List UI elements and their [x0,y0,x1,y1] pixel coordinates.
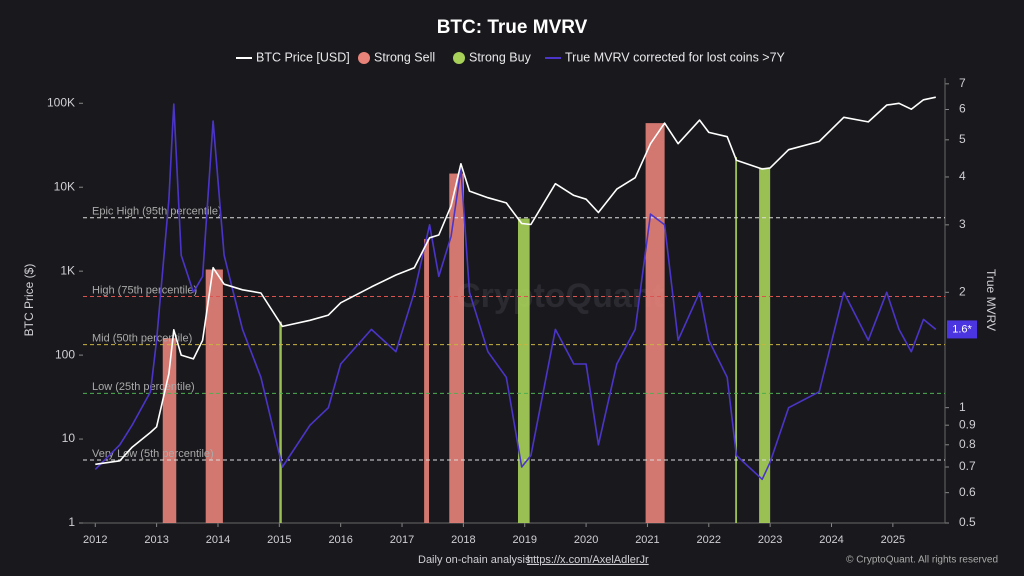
band [759,167,771,523]
reference-label: Epic High (95th percentile) [92,206,222,218]
band [517,218,530,524]
y2-tick-label: 4 [959,169,966,183]
y-tick-label: 10 [62,431,76,445]
y2-tick-label: 0.7 [959,459,976,473]
y2-tick-label: 7 [959,76,966,90]
series-line [95,96,936,466]
legend-swatch [453,52,465,64]
credit: © CryptoQuant. All rights reserved [846,555,998,566]
series-line [94,103,937,481]
footer-link[interactable]: https://x.com/AxelAdlerJr [527,554,649,566]
x-tick-label: 2018 [451,534,475,546]
band [645,123,665,523]
current-tag [947,320,977,339]
chart-title: BTC: True MVRV [437,17,588,38]
band [205,269,223,523]
y-axis-label: BTC Price ($) [22,264,36,337]
x-tick-label: 2012 [83,534,107,546]
legend-swatch [358,52,370,64]
x-tick-label: 2020 [574,534,598,546]
x-tick-label: 2024 [819,534,843,546]
y2-tick-label: 0.5 [959,515,976,529]
x-tick-label: 2025 [881,534,905,546]
y2-tick-label: 0.6 [959,485,976,499]
legend-label: Strong Sell [374,50,435,64]
legend: BTC Price [USD] Strong Sell Strong Buy T… [236,50,786,64]
reference-label: Mid (50th percentile) [92,333,192,345]
x-tick-label: 2017 [390,534,414,546]
y-tick-label: 100K [47,95,75,109]
x-tick-label: 2019 [512,534,536,546]
y2-tick-label: 3 [959,217,966,231]
x-tick-label: 2015 [267,534,291,546]
y2-tick-label: 1 [959,400,966,414]
y2-tick-label: 0.8 [959,437,976,451]
y2-axis-label: True MVRV [984,269,998,331]
y2-tick-label: 5 [959,132,966,146]
x-tick-label: 2023 [758,534,782,546]
y-tick-label: 10K [54,179,75,193]
current-label: 1.6* [952,323,972,335]
legend-label: Strong Buy [469,50,532,64]
x-tick-label: 2014 [206,534,230,546]
band [279,321,282,523]
y2-tick-label: 6 [959,102,966,116]
legend-label: True MVRV corrected for lost coins >7Y [565,50,786,64]
y-tick-label: 1 [68,515,75,529]
footer-text: Daily on-chain analysis: [418,554,534,566]
band [424,238,430,523]
x-tick-label: 2016 [328,534,352,546]
y2-tick-label: 2 [959,284,966,298]
x-tick-label: 2022 [697,534,721,546]
legend-label: BTC Price [USD] [256,50,350,64]
reference-label: High (75th percentile) [92,284,197,296]
reference-label: Low (25th percentile) [92,381,195,393]
x-tick-label: 2021 [635,534,659,546]
watermark: CryptoQuant [456,277,664,315]
band [449,173,464,523]
x-tick-label: 2013 [144,534,168,546]
y2-tick-label: 0.9 [959,417,976,431]
y-tick-label: 1K [60,263,75,277]
band [735,157,738,524]
y-tick-label: 100 [55,347,75,361]
